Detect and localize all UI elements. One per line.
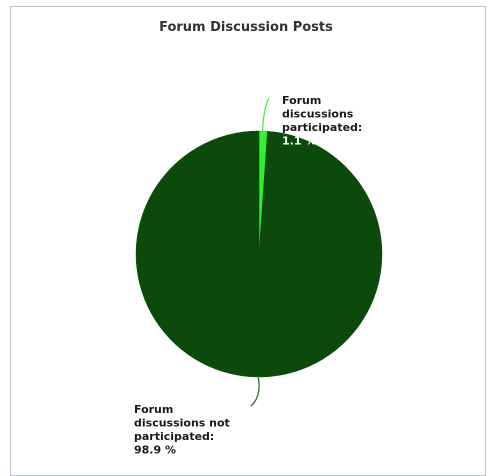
leader-line-2 <box>250 375 260 407</box>
slice-label-1: Forum discussions participated: 1.1 % <box>282 94 362 148</box>
slice-labels: Forum discussions participated: 1.1 % Forum d… <box>134 94 362 457</box>
slice-label-2: Forum discussions not participated: 98.9 % <box>134 403 230 457</box>
slice-value-label-2: 98.9 % <box>134 444 176 457</box>
leader-line-1 <box>261 97 270 151</box>
slice-value-label-1: 1.1 % <box>282 135 316 148</box>
chart-title: Forum Discussion Posts <box>159 20 333 35</box>
pie-chart: Forum discussions participated: 1.1 % Forum d… <box>134 94 383 457</box>
leader-lines <box>250 97 270 407</box>
pie-slice-2 <box>135 130 383 378</box>
pie-slices <box>135 130 383 378</box>
